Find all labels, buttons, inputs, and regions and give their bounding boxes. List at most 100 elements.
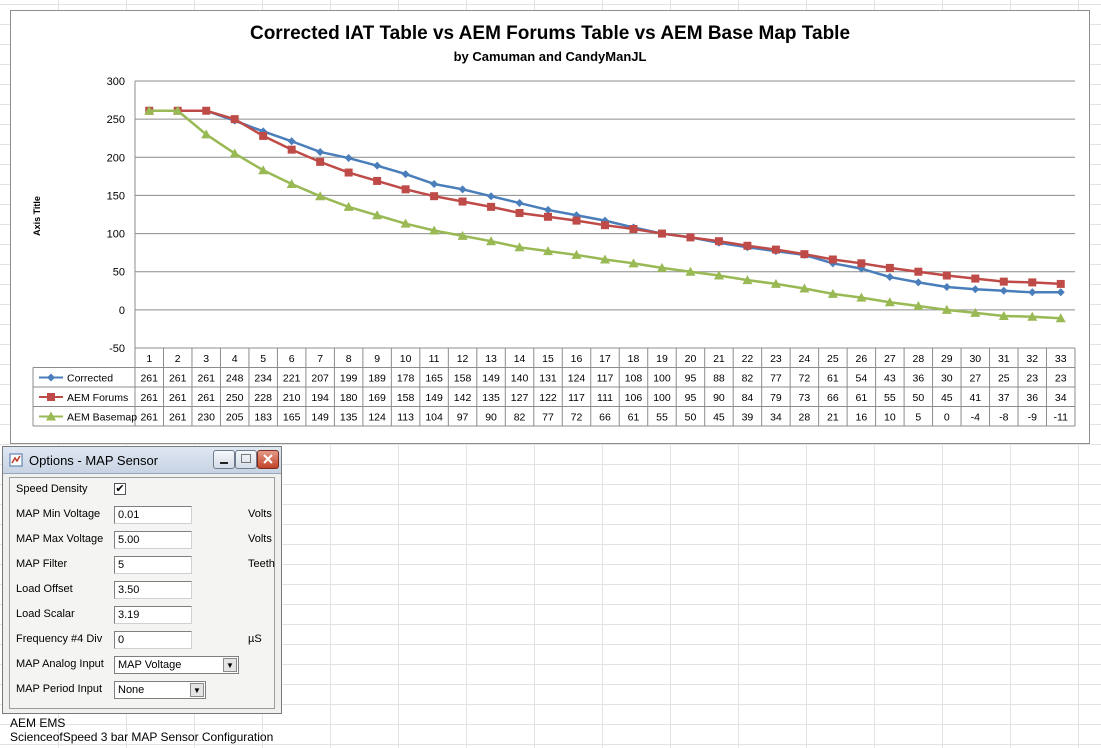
data-label: 28 [799, 412, 811, 424]
x-category-label: 2 [175, 353, 181, 365]
data-point-aem-forums [714, 237, 723, 246]
close-button[interactable] [257, 450, 279, 469]
load-offset-label: Load Offset [16, 583, 73, 595]
data-point-corrected [344, 154, 353, 163]
data-point-aem-basemap [315, 191, 326, 201]
data-point-aem-forums [800, 250, 809, 259]
data-point-aem-forums [999, 277, 1008, 286]
data-label: 158 [397, 392, 415, 404]
data-point-aem-basemap [1027, 311, 1038, 321]
data-label: 117 [568, 392, 585, 404]
data-label: 72 [799, 373, 811, 385]
data-point-aem-basemap [628, 258, 639, 268]
x-category-label: 17 [599, 353, 611, 365]
data-point-corrected [885, 273, 894, 282]
dropdown-arrow-icon[interactable]: ▼ [223, 658, 237, 672]
data-label: -9 [1028, 412, 1037, 424]
load-offset-field[interactable]: 3.50 [114, 581, 192, 599]
speed-density-checkbox[interactable]: ✔ [114, 483, 126, 495]
data-point-aem-forums [686, 233, 695, 242]
data-label: 122 [539, 392, 557, 404]
data-label: 180 [340, 392, 358, 404]
data-label: 250 [226, 392, 244, 404]
map-analog-input-select[interactable]: MAP Voltage ▼ [114, 656, 239, 674]
y-tick-label: 0 [119, 305, 125, 317]
data-point-corrected [316, 147, 325, 156]
data-label: 261 [140, 392, 158, 404]
data-point-corrected [999, 286, 1008, 295]
y-tick-label: -50 [109, 343, 125, 355]
data-point-aem-forums [857, 259, 866, 268]
data-point-aem-basemap [827, 288, 838, 298]
map-max-voltage-field[interactable]: 5.00 [114, 531, 192, 549]
y-tick-label: 300 [107, 76, 125, 88]
data-label: 183 [254, 412, 272, 424]
x-category-label: 32 [1026, 353, 1038, 365]
data-label: 90 [713, 392, 725, 404]
data-point-aem-forums [259, 131, 268, 140]
maximize-button[interactable] [235, 450, 257, 469]
data-point-aem-basemap [172, 105, 183, 115]
data-label: 221 [283, 373, 301, 385]
data-point-aem-basemap [856, 292, 867, 302]
data-label: 199 [340, 373, 358, 385]
data-point-aem-basemap [970, 307, 981, 317]
map-min-voltage-label: MAP Min Voltage [16, 508, 101, 520]
data-label: 149 [311, 412, 329, 424]
data-point-aem-basemap [1055, 313, 1066, 323]
y-axis-title: Axis Title [32, 196, 42, 236]
data-label: 61 [856, 392, 868, 404]
data-point-aem-forums [287, 145, 296, 154]
load-scalar-field[interactable]: 3.19 [114, 606, 192, 624]
legend-key-marker [47, 393, 55, 401]
data-point-aem-forums [971, 274, 980, 283]
data-point-corrected [430, 179, 439, 188]
x-category-label: 12 [457, 353, 469, 365]
map-analog-input-row: MAP Analog Input MAP Voltage ▼ [10, 655, 274, 675]
x-category-label: 27 [884, 353, 896, 365]
dialog-titlebar[interactable]: Options - MAP Sensor [3, 447, 281, 474]
data-label: 261 [169, 392, 187, 404]
map-filter-unit: Teeth [248, 558, 275, 570]
data-point-aem-forums [515, 208, 524, 217]
data-point-corrected [857, 264, 866, 273]
data-label: -4 [971, 412, 980, 424]
data-point-aem-basemap [429, 225, 440, 235]
map-period-input-select[interactable]: None ▼ [114, 681, 206, 699]
x-category-label: 4 [232, 353, 238, 365]
data-label: 90 [485, 412, 497, 424]
series-line-corrected [149, 109, 1061, 294]
chart-area[interactable]: Corrected IAT Table vs AEM Forums Table … [10, 10, 1090, 444]
x-category-label: 6 [289, 353, 295, 365]
map-min-voltage-field[interactable]: 0.01 [114, 506, 192, 524]
minimize-button[interactable] [213, 450, 235, 469]
options-dialog[interactable]: Options - MAP Sensor Speed Density ✔ MAP… [2, 446, 282, 714]
x-category-label: 16 [571, 353, 583, 365]
map-max-voltage-unit: Volts [248, 533, 272, 545]
y-tick-label: 250 [107, 114, 125, 126]
data-point-aem-basemap [685, 266, 696, 276]
dropdown-arrow-icon[interactable]: ▼ [190, 683, 204, 697]
data-label: 66 [827, 392, 839, 404]
legend-label: Corrected [67, 373, 113, 385]
frequency-div-field[interactable]: 0 [114, 631, 192, 649]
data-point-aem-basemap [543, 246, 554, 256]
x-category-label: 13 [485, 353, 497, 365]
data-label: 228 [254, 392, 272, 404]
data-point-aem-basemap [913, 301, 924, 311]
data-label: 45 [941, 392, 953, 404]
data-label: 82 [514, 412, 526, 424]
data-label: 43 [884, 373, 896, 385]
map-filter-field[interactable]: 5 [114, 556, 192, 574]
data-label: 95 [685, 392, 697, 404]
data-point-aem-basemap [884, 297, 895, 307]
data-label: 77 [542, 412, 554, 424]
data-label: 124 [368, 412, 386, 424]
x-category-label: 24 [799, 353, 811, 365]
data-label: 210 [283, 392, 301, 404]
caption-line-1: AEM EMS [10, 716, 66, 730]
data-label: 21 [827, 412, 839, 424]
data-point-aem-basemap [656, 262, 667, 272]
data-point-aem-basemap [799, 283, 810, 293]
load-scalar-row: Load Scalar 3.19 [10, 605, 274, 625]
